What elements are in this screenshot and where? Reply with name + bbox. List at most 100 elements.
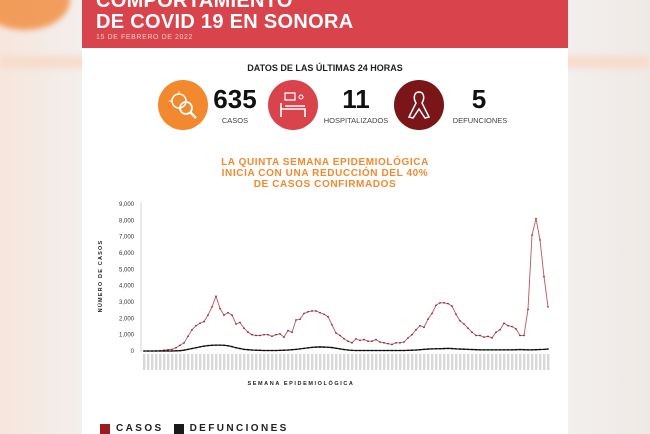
x-tick-label [259, 354, 262, 370]
x-tick-label [507, 354, 510, 370]
data-point-cases [183, 342, 185, 344]
x-tick-label [179, 354, 182, 370]
x-tick-label [307, 354, 310, 370]
data-point-deaths [499, 349, 501, 351]
data-point-deaths [319, 346, 321, 348]
data-point-deaths [315, 346, 317, 348]
x-tick-label [387, 354, 390, 370]
data-point-deaths [311, 346, 313, 349]
legend-swatch-cases [100, 423, 110, 434]
x-tick-label [319, 354, 322, 370]
y-tick-label: 8,000 [119, 218, 135, 224]
x-tick-label [399, 354, 402, 370]
data-point-deaths [455, 348, 457, 350]
data-point-cases [235, 323, 237, 325]
x-tick-label [363, 354, 366, 370]
data-point-deaths [467, 348, 469, 351]
data-point-cases [299, 318, 301, 320]
x-tick-label [315, 354, 318, 370]
data-point-deaths [291, 348, 293, 351]
x-tick-label [495, 354, 498, 370]
stat-cases: 635 CASOS [158, 80, 268, 132]
data-point-deaths [431, 348, 433, 350]
data-point-deaths [327, 346, 329, 349]
data-point-cases [411, 333, 413, 336]
x-tick-label [391, 354, 394, 370]
data-point-cases [179, 344, 181, 347]
x-tick-label [311, 354, 314, 370]
data-point-cases [295, 319, 297, 321]
x-tick-label [347, 354, 350, 370]
x-tick-label [511, 354, 514, 370]
x-tick-label [255, 354, 258, 370]
data-point-cases [291, 331, 293, 334]
y-tick-label: 0 [131, 349, 135, 355]
x-tick-label [143, 354, 146, 370]
data-point-cases [327, 315, 329, 318]
x-tick-label [415, 354, 418, 370]
data-point-deaths [395, 349, 397, 352]
x-tick-label [463, 354, 466, 370]
x-tick-label [475, 354, 478, 370]
data-point-cases [267, 333, 269, 336]
x-tick-label [547, 354, 550, 370]
report-date: 15 DE FEBRERO DE 2022 [96, 34, 194, 41]
x-tick-label [527, 354, 530, 370]
data-point-deaths [367, 349, 369, 352]
data-point-cases [195, 324, 197, 327]
x-tick-label [503, 354, 506, 370]
data-point-cases [215, 295, 217, 298]
x-tick-label [227, 354, 230, 370]
data-point-deaths [155, 350, 157, 352]
data-point-deaths [147, 350, 149, 352]
x-tick-label [231, 354, 234, 370]
data-point-cases [467, 327, 469, 329]
x-tick-label [263, 354, 266, 370]
data-point-cases [483, 336, 485, 338]
data-point-deaths [203, 345, 205, 347]
x-tick-label [455, 354, 458, 370]
data-point-cases [263, 333, 265, 336]
data-point-deaths [435, 347, 437, 350]
data-point-deaths [407, 349, 409, 352]
data-point-deaths [451, 347, 453, 350]
x-tick-label [299, 354, 302, 370]
data-point-deaths [215, 344, 217, 346]
data-point-deaths [323, 346, 325, 348]
summary-title: DATOS DE LAS ÚLTIMAS 24 HORAS [247, 63, 403, 73]
virus-magnifier-icon [158, 80, 208, 130]
x-tick-label [271, 354, 274, 370]
data-point-cases [439, 302, 441, 304]
data-point-cases [387, 342, 389, 345]
x-tick-label [383, 354, 386, 370]
infographic-card: COMPORTAMIENTO DE COVID 19 EN SONORA 15 … [82, 0, 568, 434]
data-point-deaths [179, 349, 181, 352]
data-point-deaths [199, 346, 201, 348]
y-tick-label: 6,000 [119, 251, 135, 257]
data-point-deaths [443, 347, 445, 350]
data-point-cases [279, 333, 281, 335]
data-point-deaths [195, 346, 197, 349]
deaths-label: DEFUNCIONES [452, 116, 508, 125]
data-point-cases [451, 305, 453, 307]
data-point-deaths [503, 349, 505, 351]
data-point-cases [251, 333, 253, 336]
data-point-cases [543, 275, 545, 278]
x-tick-label [367, 354, 370, 370]
x-tick-label [343, 354, 346, 370]
hospitalized-value: 11 [342, 84, 370, 114]
data-point-deaths [511, 349, 513, 351]
data-point-cases [259, 334, 261, 337]
data-point-deaths [335, 347, 337, 350]
chart-title: LA QUINTA SEMANA EPIDEMIOLÓGICA INICIA C… [82, 157, 568, 190]
data-point-deaths [471, 348, 473, 351]
data-point-deaths [275, 349, 277, 352]
title-line-1: COMPORTAMIENTO [96, 0, 293, 12]
x-tick-label [395, 354, 398, 370]
data-point-deaths [363, 349, 365, 352]
data-point-cases [399, 342, 401, 344]
data-point-cases [435, 304, 437, 307]
x-tick-label [467, 354, 470, 370]
data-point-deaths [171, 350, 173, 352]
data-point-cases [303, 312, 305, 315]
